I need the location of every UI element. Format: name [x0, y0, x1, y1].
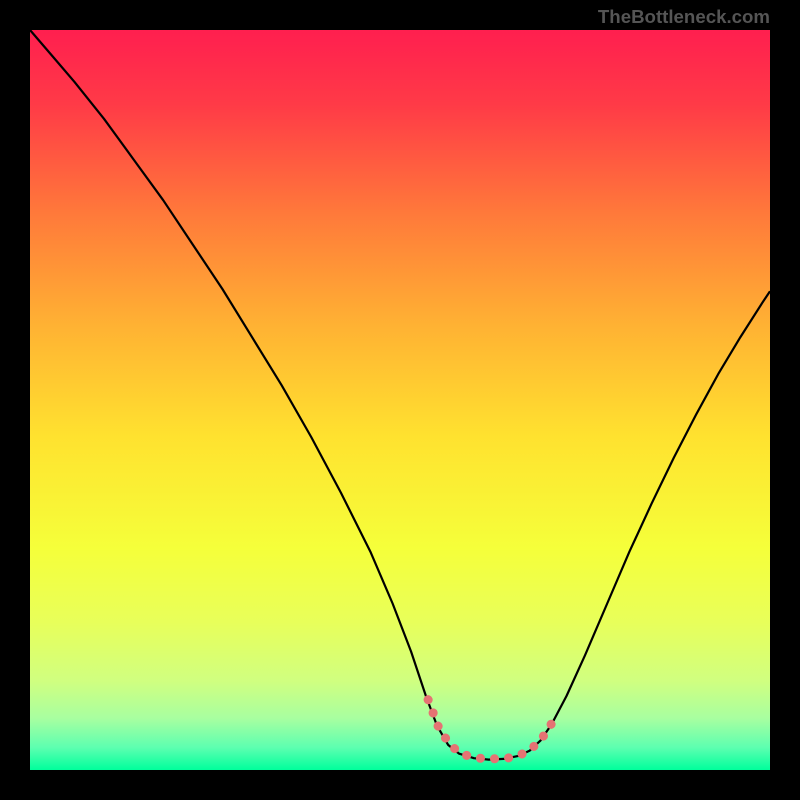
chart-container: TheBottleneck.com — [0, 0, 800, 800]
bottleneck-curve — [30, 30, 770, 760]
plot-area — [30, 30, 770, 770]
curve-overlay — [30, 30, 770, 770]
watermark-text: TheBottleneck.com — [598, 6, 770, 28]
trough-accent — [428, 700, 552, 759]
